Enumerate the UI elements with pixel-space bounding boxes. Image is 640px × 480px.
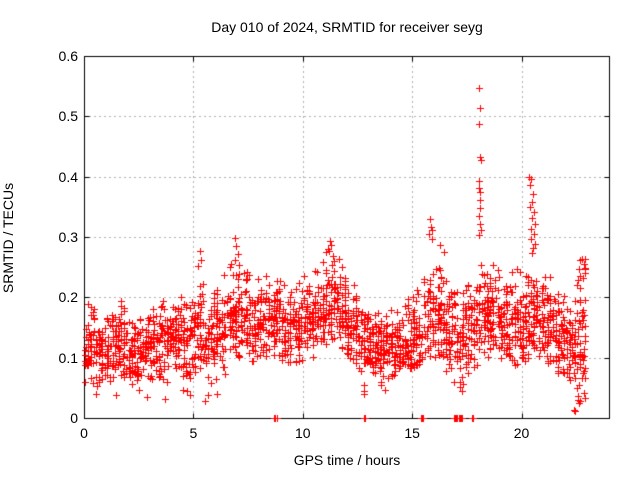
chart-title: Day 010 of 2024, SRMTID for receiver sey… [211,19,483,35]
x-tick-label: 0 [80,425,88,441]
x-tick-label: 15 [404,425,420,441]
y-tick-label: 0 [70,410,78,426]
x-axis-label: GPS time / hours [293,452,401,468]
y-axis-label: SRMTID / TECUs [0,182,16,294]
x-tick-label: 20 [513,425,530,441]
y-tick-label: 0.5 [58,108,78,125]
y-tick-label: 0.6 [58,48,78,64]
y-tick-label: 0.3 [58,229,78,245]
x-tick-label: 5 [189,425,198,441]
y-tick-label: 0.4 [58,168,78,185]
y-tick-label: 0.2 [58,289,78,306]
x-tick-label: 10 [294,425,311,441]
y-tick-label: 0.1 [58,349,78,366]
